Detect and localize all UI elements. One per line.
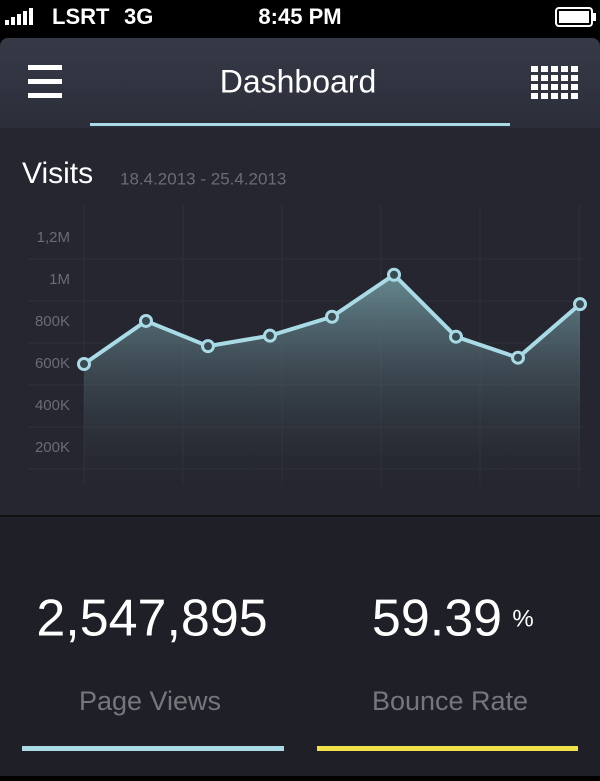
y-tick-label: 1M bbox=[49, 271, 70, 288]
chart-title: Visits bbox=[22, 157, 93, 190]
stat-underline bbox=[317, 746, 578, 751]
nav-title: Dashboard bbox=[220, 63, 377, 99]
stat-label: Bounce Rate bbox=[372, 686, 528, 716]
point bbox=[325, 309, 339, 324]
status-bar bbox=[0, 0, 600, 38]
clock: 8:45 PM bbox=[258, 4, 341, 29]
network: 3G bbox=[124, 4, 153, 29]
point bbox=[139, 313, 153, 328]
area bbox=[84, 274, 580, 485]
y-tick-label: 600K bbox=[35, 355, 70, 372]
grid-button[interactable] bbox=[531, 66, 578, 99]
chart-subtitle: 18.4.2013 - 25.4.2013 bbox=[120, 169, 286, 188]
y-tick-label: 1,2M bbox=[37, 229, 70, 246]
tab-indicator bbox=[90, 123, 510, 126]
stat-value: 59.39 bbox=[372, 590, 502, 648]
y-tick-label: 800K bbox=[35, 313, 70, 330]
signal-icon bbox=[5, 8, 33, 25]
y-tick-label: 400K bbox=[35, 397, 70, 414]
battery-icon bbox=[555, 7, 596, 27]
stat-unit: % bbox=[512, 605, 533, 632]
stat-label: Page Views bbox=[79, 686, 221, 716]
stat-underline bbox=[22, 746, 284, 751]
point bbox=[263, 328, 277, 343]
point bbox=[201, 339, 215, 354]
carrier: LSRT bbox=[52, 4, 110, 29]
stat-value: 2,547,895 bbox=[36, 590, 267, 648]
point bbox=[77, 357, 91, 371]
menu-button[interactable] bbox=[28, 65, 62, 98]
stats-panel bbox=[0, 516, 600, 776]
point bbox=[511, 350, 525, 365]
nav-bar bbox=[0, 38, 600, 138]
point bbox=[573, 297, 587, 312]
point bbox=[387, 267, 401, 282]
chart: 200K 400K 600K 800K 1M 1,2M bbox=[28, 205, 587, 485]
y-tick-label: 200K bbox=[35, 439, 70, 456]
point bbox=[449, 329, 463, 344]
